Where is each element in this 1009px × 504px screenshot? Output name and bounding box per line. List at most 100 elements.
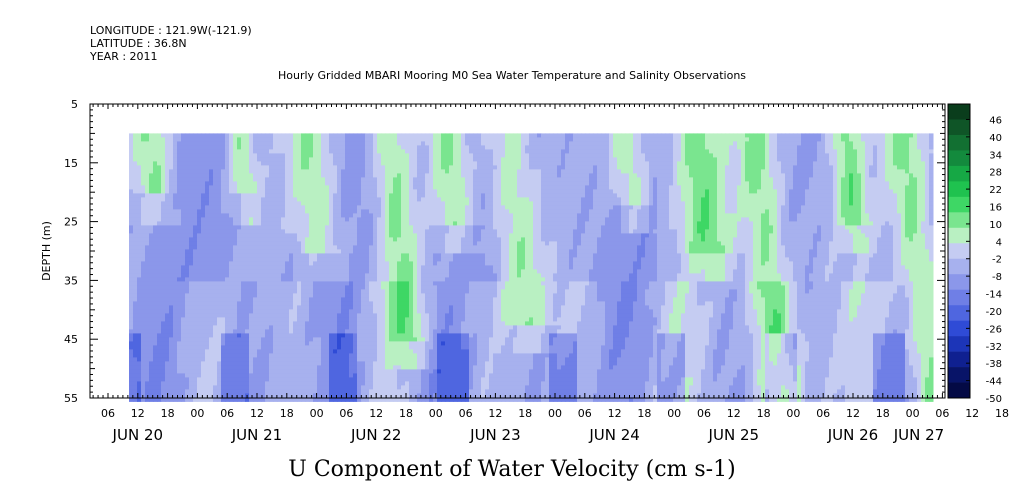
heatmap-cell xyxy=(357,221,362,226)
heatmap-cell xyxy=(385,381,390,386)
heatmap-cell xyxy=(305,385,310,390)
heatmap-cell xyxy=(289,177,294,182)
heatmap-cell xyxy=(401,285,406,290)
heatmap-cell xyxy=(321,305,326,310)
heatmap-cell xyxy=(357,197,362,202)
heatmap-cell xyxy=(273,153,278,158)
heatmap-cell xyxy=(177,153,182,158)
heatmap-cell xyxy=(181,389,186,394)
heatmap-cell xyxy=(193,345,198,350)
heatmap-cell xyxy=(281,213,286,218)
heatmap-cell xyxy=(237,337,242,342)
heatmap-cell xyxy=(397,313,402,318)
heatmap-cell xyxy=(213,137,218,142)
heatmap-cell xyxy=(161,209,166,214)
heatmap-cell xyxy=(329,237,334,242)
heatmap-cell xyxy=(229,281,234,286)
heatmap-cell xyxy=(277,205,282,210)
heatmap-cell xyxy=(169,213,174,218)
heatmap-cell xyxy=(341,241,346,246)
heatmap-cell xyxy=(353,373,358,378)
heatmap-cell xyxy=(317,197,322,202)
heatmap-cell xyxy=(293,345,298,350)
heatmap-cell xyxy=(201,385,206,390)
heatmap-cell xyxy=(261,377,266,382)
heatmap-cell xyxy=(253,141,258,146)
heatmap-cell xyxy=(277,289,282,294)
heatmap-cell xyxy=(417,245,422,250)
heatmap-cell xyxy=(409,289,414,294)
heatmap-cell xyxy=(153,321,158,326)
heatmap-cell xyxy=(413,237,418,242)
heatmap-cell xyxy=(209,397,214,402)
heatmap-cell xyxy=(265,353,270,358)
heatmap-cell xyxy=(173,285,178,290)
heatmap-cell xyxy=(213,297,218,302)
heatmap-cell xyxy=(173,173,178,178)
heatmap-cell xyxy=(289,293,294,298)
heatmap-cell xyxy=(373,289,378,294)
heatmap-cell xyxy=(337,253,342,258)
heatmap-cell xyxy=(309,217,314,222)
heatmap-cell xyxy=(405,305,410,310)
heatmap-cell xyxy=(229,397,234,402)
heatmap-cell xyxy=(321,229,326,234)
heatmap-cell xyxy=(265,345,270,350)
heatmap-cell xyxy=(201,293,206,298)
heatmap-cell xyxy=(277,337,282,342)
heatmap-cell xyxy=(177,281,182,286)
heatmap-cell xyxy=(281,321,286,326)
heatmap-cell xyxy=(325,157,330,162)
heatmap-cell xyxy=(229,221,234,226)
heatmap-cell xyxy=(401,301,406,306)
heatmap-cell xyxy=(413,289,418,294)
heatmap-cell xyxy=(401,293,406,298)
heatmap-cell xyxy=(273,137,278,142)
heatmap-cell xyxy=(417,133,422,138)
heatmap-cell xyxy=(161,213,166,218)
heatmap-cell xyxy=(253,381,258,386)
heatmap-cell xyxy=(345,301,350,306)
heatmap-cell xyxy=(241,177,246,182)
heatmap-cell xyxy=(173,261,178,266)
heatmap-cell xyxy=(137,273,142,278)
heatmap-cell xyxy=(221,153,226,158)
heatmap-cell xyxy=(249,257,254,262)
heatmap-cell xyxy=(389,285,394,290)
heatmap-cell xyxy=(293,269,298,274)
heatmap-cell xyxy=(273,361,278,366)
heatmap-cell xyxy=(409,365,414,370)
heatmap-cell xyxy=(321,389,326,394)
heatmap-cell xyxy=(145,305,150,310)
heatmap-cell xyxy=(261,301,266,306)
heatmap-cell xyxy=(397,149,402,154)
heatmap-cell xyxy=(289,357,294,362)
heatmap-cell xyxy=(245,225,250,230)
heatmap-cell xyxy=(181,309,186,314)
heatmap-cell xyxy=(325,213,330,218)
heatmap-cell xyxy=(293,357,298,362)
heatmap-cell xyxy=(225,165,230,170)
heatmap-cell xyxy=(189,193,194,198)
heatmap-cell xyxy=(137,245,142,250)
heatmap-cell xyxy=(149,141,154,146)
heatmap-cell xyxy=(401,357,406,362)
heatmap-cell xyxy=(321,169,326,174)
heatmap-cell xyxy=(209,249,214,254)
heatmap-cell xyxy=(361,337,366,342)
heatmap-cell xyxy=(317,133,322,138)
heatmap-cell xyxy=(389,197,394,202)
heatmap-cell xyxy=(297,389,302,394)
heatmap-cell xyxy=(333,393,338,398)
heatmap-cell xyxy=(177,301,182,306)
heatmap-cell xyxy=(333,177,338,182)
heatmap-cell xyxy=(417,277,422,282)
heatmap-cell xyxy=(337,249,342,254)
heatmap-cell xyxy=(173,225,178,230)
heatmap-cell xyxy=(265,277,270,282)
heatmap-cell xyxy=(417,361,422,366)
heatmap-cell xyxy=(405,185,410,190)
heatmap-cell xyxy=(361,265,366,270)
heatmap-cell xyxy=(205,369,210,374)
heatmap-cell xyxy=(193,137,198,142)
